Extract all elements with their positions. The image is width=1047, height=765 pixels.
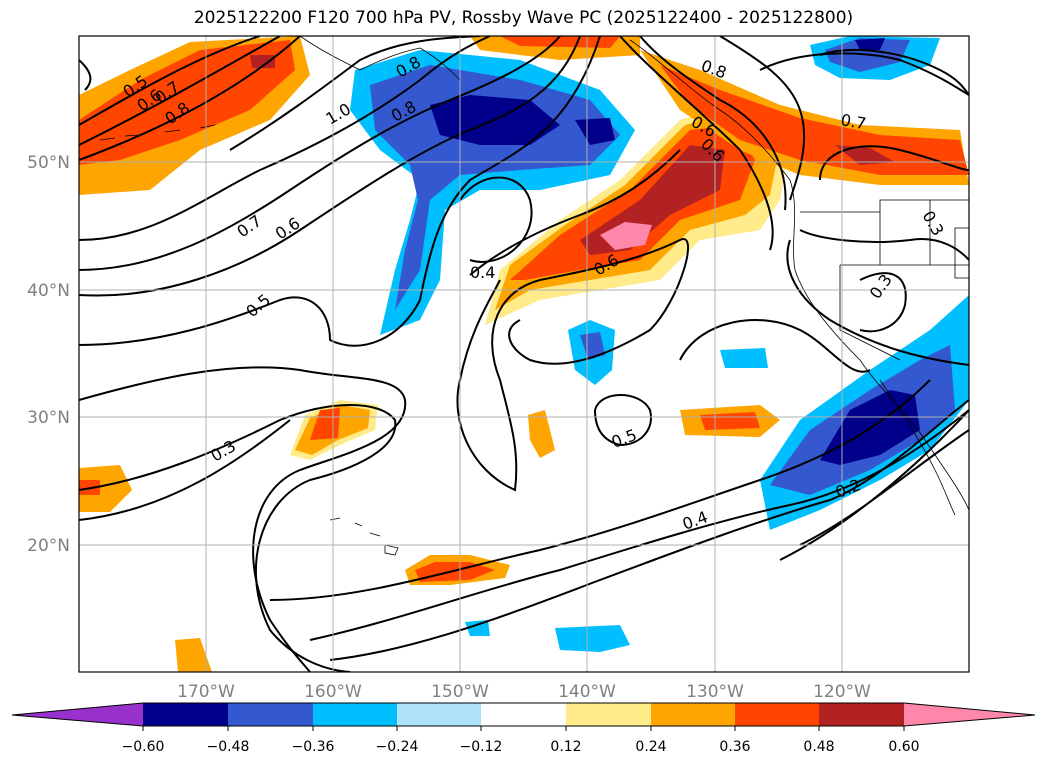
pv-contour: [329, 399, 969, 661]
pv-contour: [786, 239, 969, 366]
pv-positive-anomaly-central-max: [600, 222, 652, 250]
colorbar-segment: [735, 703, 819, 726]
pv-contour: [309, 409, 969, 641]
border-states: [839, 200, 969, 361]
lat-label: 40°N: [27, 281, 70, 301]
map-frame: [78, 35, 970, 673]
pv-contour: [79, 404, 397, 672]
pv-contour: [799, 429, 969, 546]
colorbar-tick-label: −0.36: [292, 739, 335, 755]
coastline-baja: [879, 379, 956, 516]
pv-contour: [79, 419, 291, 521]
lon-label: 150°W: [431, 682, 489, 702]
pv-positive-anomaly-small-3-red: [700, 412, 760, 430]
pv-positive-anomaly-small-2: [528, 410, 555, 458]
pv-contour: [79, 59, 92, 91]
pv-positive-anomaly-sw: [175, 638, 212, 672]
pv-negative-anomaly-trough-core2: [575, 118, 615, 145]
colorbar-tick-label: 0.36: [719, 739, 750, 755]
lon-label: 160°W: [304, 682, 362, 702]
island-hawaii: [329, 517, 399, 556]
pv-positive-anomaly-north-core: [500, 36, 620, 48]
colorbar-tick-label: −0.60: [122, 739, 165, 755]
pv-contour: [639, 36, 787, 211]
colorbar-tick-label: −0.48: [207, 739, 250, 755]
pv-contour: [269, 379, 931, 601]
colorbar: −0.60 −0.48 −0.36 −0.24 −0.12 0.12 0.24 …: [11, 702, 1036, 755]
colorbar-tick-label: 0.24: [635, 739, 666, 755]
pv-contour: [79, 36, 561, 271]
coastlines: [99, 36, 969, 556]
pv-contour: [779, 409, 969, 561]
pv-contour: [594, 394, 652, 447]
colorbar-segment: [651, 703, 735, 726]
colorbar-tick-label: 0.12: [550, 739, 581, 755]
lon-label: 170°W: [177, 682, 235, 702]
border-us-canada: [800, 199, 969, 213]
map-gridlines: [79, 36, 969, 672]
colorbar-segment: [313, 703, 397, 726]
pv-contour: [759, 52, 969, 96]
coastline-north-america: [629, 39, 969, 511]
pv-contour: [491, 238, 689, 381]
pv-contour: [456, 279, 518, 492]
pv-negative-anomaly-ne-core: [855, 38, 885, 50]
colorbar-segment: [397, 703, 481, 726]
colorbar-extend-high: [904, 703, 1035, 726]
lat-label: 30°N: [27, 408, 70, 428]
pv-contour: [79, 36, 281, 146]
pv-contour: [459, 176, 533, 263]
contour-label: 0.4: [470, 263, 495, 282]
colorbar-tick-label: 0.60: [888, 739, 919, 755]
pv-contour: [679, 319, 871, 373]
lon-axis-labels: 170°W 160°W 150°W 140°W 130°W 120°W: [177, 682, 871, 702]
pv-contour: [859, 272, 907, 333]
pv-contour: [619, 36, 774, 251]
pv-contour: [79, 36, 261, 126]
pv-contour: [79, 366, 407, 672]
pv-contours: [79, 36, 969, 672]
pv-positive-anomaly-small-4-red: [415, 562, 495, 582]
colorbar-segment: [481, 703, 566, 726]
colorbar-tick-label: −0.24: [376, 739, 419, 755]
pv-negative-anomaly-small-2: [720, 348, 768, 368]
colorbar-segment: [566, 703, 651, 726]
lon-label: 140°W: [558, 682, 616, 702]
pv-contour: [79, 36, 601, 347]
pv-contour: [819, 145, 969, 181]
colorbar-tick-label: −0.12: [460, 739, 503, 755]
lon-label: 130°W: [686, 682, 744, 702]
pv-negative-anomaly-small-1-core: [580, 332, 605, 360]
pv-contour: [819, 49, 969, 96]
pv-contour: [229, 36, 481, 151]
pv-negative-anomaly-small-3: [555, 625, 630, 652]
pv-contour: [79, 36, 301, 161]
pv-contour: [79, 36, 491, 241]
colorbar-tick-label: 0.48: [803, 739, 834, 755]
pv-positive-anomaly-coast-dark: [835, 145, 895, 165]
lat-label: 20°N: [27, 536, 70, 556]
coastline-alaska: [299, 36, 461, 81]
colorbar-segment: [228, 703, 313, 726]
pv-positive-anomaly-west-edge: [79, 465, 132, 512]
pv-positive-anomaly-nw-dark: [250, 55, 275, 68]
pv-contour: [719, 36, 806, 201]
contour-label: 0.7: [839, 110, 867, 133]
pv-positive-anomaly-nw-core: [79, 40, 295, 165]
pv-contour: [79, 36, 581, 297]
pv-contour: [469, 149, 681, 276]
lon-label: 120°W: [813, 682, 871, 702]
colorbar-segment: [143, 703, 228, 726]
pv-contour: [799, 229, 969, 261]
lat-axis-labels: 50°N 40°N 30°N 20°N: [27, 153, 70, 556]
island-aleutian: [99, 124, 216, 141]
lat-label: 50°N: [27, 153, 70, 173]
colorbar-segment: [819, 703, 904, 726]
pv-negative-anomaly-small-4: [465, 620, 490, 636]
colorbar-extend-low: [12, 703, 143, 726]
map-title: 2025122200 F120 700 hPa PV, Rossby Wave …: [193, 8, 854, 28]
